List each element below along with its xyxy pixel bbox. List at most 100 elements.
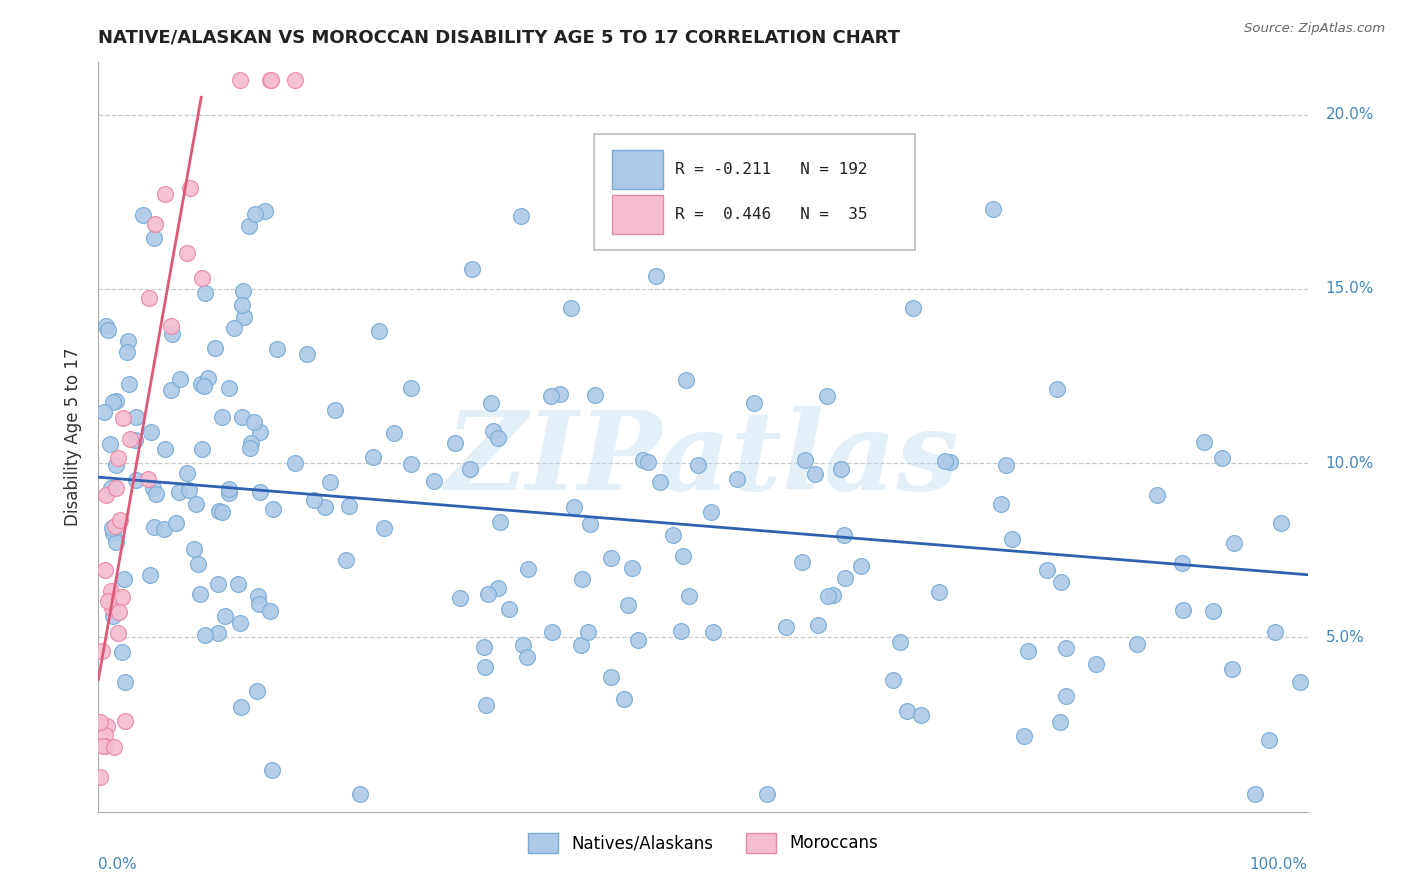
Point bbox=[101, 609, 124, 624]
Point bbox=[222, 321, 245, 335]
Point bbox=[995, 458, 1018, 472]
Point bbox=[1054, 641, 1077, 656]
Point bbox=[93, 728, 115, 742]
Point bbox=[111, 645, 134, 659]
Point bbox=[576, 624, 599, 639]
Point bbox=[644, 269, 666, 284]
Point bbox=[142, 231, 165, 245]
Point bbox=[1257, 732, 1279, 747]
Point bbox=[218, 486, 240, 500]
Point bbox=[1170, 557, 1192, 571]
Point bbox=[510, 209, 533, 223]
Point bbox=[1054, 690, 1077, 704]
Point bbox=[349, 787, 371, 801]
Point bbox=[100, 481, 122, 495]
Point bbox=[104, 519, 127, 533]
Point bbox=[472, 640, 495, 654]
FancyBboxPatch shape bbox=[613, 150, 664, 189]
Point bbox=[259, 73, 281, 87]
Point bbox=[1035, 563, 1057, 577]
Point bbox=[361, 450, 384, 465]
Point bbox=[218, 381, 240, 395]
Point bbox=[934, 454, 956, 468]
Point bbox=[142, 482, 165, 496]
Text: R =  0.446   N =  35: R = 0.446 N = 35 bbox=[675, 207, 868, 222]
Point bbox=[335, 553, 357, 567]
Point bbox=[794, 452, 817, 467]
Point bbox=[516, 562, 538, 576]
Point bbox=[461, 261, 484, 276]
Point bbox=[125, 474, 148, 488]
Point bbox=[249, 485, 271, 500]
Point bbox=[232, 285, 254, 299]
Point bbox=[314, 500, 336, 515]
Point bbox=[91, 739, 114, 753]
Point bbox=[443, 435, 465, 450]
Point bbox=[93, 563, 115, 577]
Point bbox=[821, 588, 844, 602]
Point bbox=[600, 670, 623, 684]
Point bbox=[399, 381, 422, 395]
Point bbox=[97, 323, 120, 337]
Point bbox=[262, 501, 284, 516]
Point bbox=[807, 617, 830, 632]
Point bbox=[815, 388, 838, 402]
Point bbox=[804, 467, 827, 482]
Point bbox=[187, 558, 209, 572]
Point bbox=[578, 517, 600, 532]
Point bbox=[637, 455, 659, 469]
Point bbox=[928, 584, 950, 599]
Point bbox=[474, 660, 496, 674]
Point bbox=[1270, 516, 1292, 530]
Point bbox=[756, 787, 779, 801]
Point bbox=[382, 425, 405, 440]
Point bbox=[1085, 657, 1108, 672]
Point bbox=[302, 493, 325, 508]
Point bbox=[512, 638, 534, 652]
Point bbox=[1046, 382, 1069, 396]
Point bbox=[1244, 787, 1267, 801]
Point bbox=[239, 441, 262, 455]
Point bbox=[177, 483, 200, 497]
Point bbox=[284, 456, 307, 470]
Point bbox=[176, 245, 198, 260]
Point bbox=[229, 615, 252, 630]
Point bbox=[830, 462, 852, 476]
Point bbox=[167, 484, 190, 499]
Point bbox=[125, 409, 148, 424]
Point bbox=[662, 527, 685, 541]
Point bbox=[143, 217, 166, 231]
Point bbox=[111, 590, 134, 604]
Point bbox=[621, 560, 644, 574]
Text: 100.0%: 100.0% bbox=[1250, 857, 1308, 872]
Point bbox=[214, 609, 236, 624]
Text: R = -0.211   N = 192: R = -0.211 N = 192 bbox=[675, 162, 868, 178]
Point bbox=[94, 318, 117, 333]
Point bbox=[1264, 624, 1286, 639]
Point bbox=[197, 370, 219, 384]
Point bbox=[93, 405, 115, 419]
Point bbox=[323, 403, 346, 417]
Text: 10.0%: 10.0% bbox=[1326, 456, 1374, 471]
Point bbox=[834, 571, 856, 585]
Point bbox=[560, 301, 582, 315]
Point bbox=[207, 626, 229, 640]
Point bbox=[118, 376, 141, 391]
Y-axis label: Disability Age 5 to 17: Disability Age 5 to 17 bbox=[65, 348, 83, 526]
Point bbox=[486, 431, 509, 445]
Point bbox=[373, 521, 395, 535]
Point bbox=[648, 475, 671, 490]
Point bbox=[143, 520, 166, 534]
Point bbox=[486, 581, 509, 595]
Point bbox=[96, 719, 118, 733]
Point bbox=[136, 471, 159, 485]
Point bbox=[118, 432, 141, 446]
Point bbox=[675, 372, 697, 386]
Point bbox=[889, 635, 911, 649]
Point bbox=[901, 301, 924, 315]
Point bbox=[249, 425, 271, 440]
Point bbox=[613, 692, 636, 706]
Point bbox=[449, 591, 471, 605]
Point bbox=[583, 388, 606, 402]
Point bbox=[153, 442, 176, 456]
